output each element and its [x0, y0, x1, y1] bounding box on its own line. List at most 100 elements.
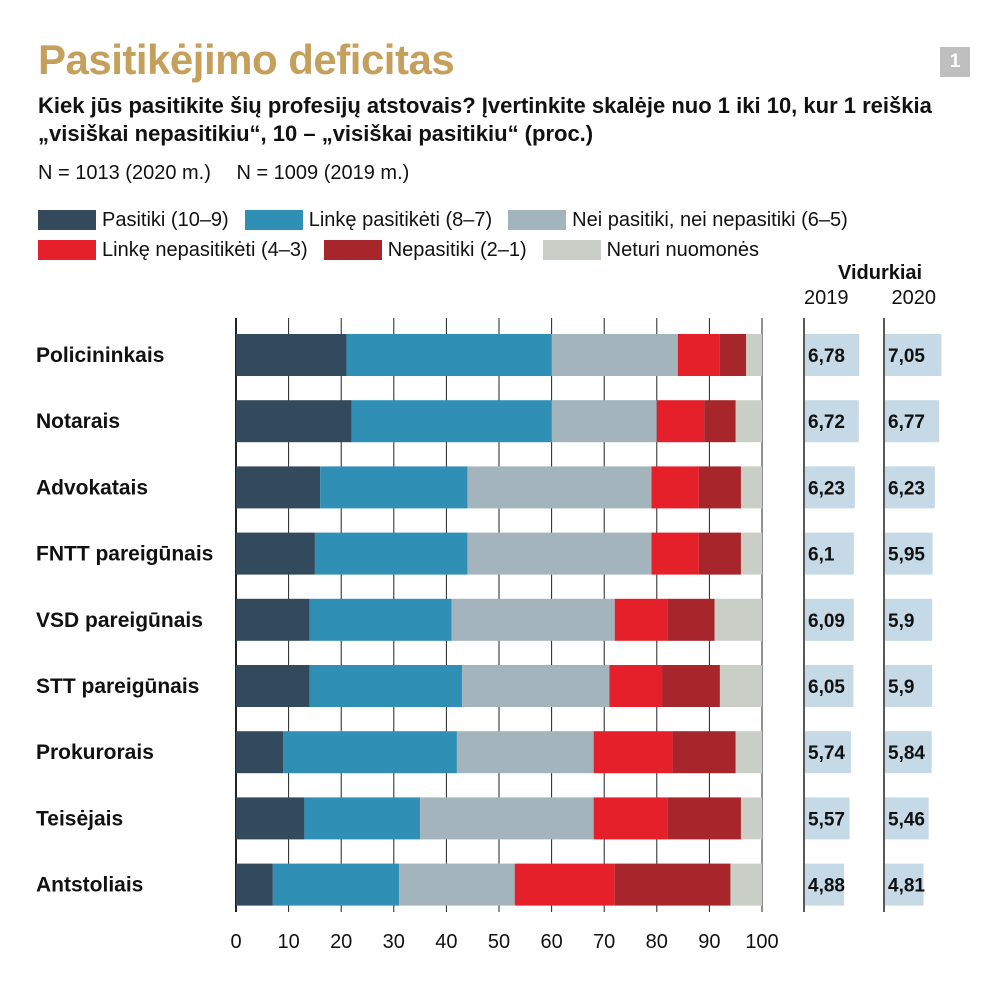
- category-label: Notarais: [36, 410, 120, 433]
- bar-segment: [614, 598, 668, 641]
- legend-item-inclined-distrust: Linkę nepasitikėti (4–3): [38, 239, 308, 262]
- bar-segment: [551, 400, 657, 443]
- average-label-2020: 5,9: [888, 677, 914, 698]
- average-bar-2019: [805, 863, 845, 906]
- average-bar-2020: [885, 598, 933, 641]
- average-label-2019: 4,88: [808, 876, 845, 897]
- category-label: Prokurorais: [36, 741, 154, 764]
- bar-segment: [309, 665, 463, 707]
- bar-segment: [656, 400, 705, 443]
- x-tick-label: 20: [330, 931, 352, 953]
- bar-segment: [593, 797, 668, 840]
- bar-segment: [467, 532, 652, 575]
- legend-swatch: [508, 210, 567, 230]
- bar-segment: [651, 532, 699, 575]
- bar-segment: [236, 665, 310, 707]
- legend-item-distrust: Nepasitiki (2–1): [323, 238, 527, 262]
- average-bar-2020: [885, 466, 935, 509]
- category-label: Teisėjais: [36, 807, 123, 830]
- bar-segment: [730, 863, 762, 906]
- bar-segment: [704, 400, 736, 443]
- averages-year-2020: 2020: [891, 287, 937, 309]
- average-bar-2019: [805, 731, 851, 774]
- bar-segment: [320, 466, 468, 509]
- sample-size-2019: N = 1009 (2019 m.): [236, 162, 410, 184]
- category-label: Antstoliais: [36, 874, 143, 897]
- average-bar-2019: [805, 400, 859, 443]
- bar-segment: [746, 334, 762, 376]
- average-bar-2019: [805, 665, 854, 707]
- legend-row-1: Pasitiki (10–9) Linkę pasitikėti (8–7) N…: [38, 205, 938, 235]
- bar-segment: [551, 334, 678, 376]
- bar-segment: [236, 532, 315, 575]
- bar-segment: [346, 334, 552, 376]
- bar-segment: [719, 334, 747, 376]
- bar-segment: [399, 863, 515, 906]
- bar-segment: [236, 797, 305, 840]
- bar-segment: [651, 466, 699, 509]
- x-tick-label: 60: [540, 931, 562, 953]
- average-bar-2020: [885, 797, 929, 840]
- legend-item-neutral: Nei pasitiki, nei nepasitiki (6–5): [508, 209, 848, 232]
- bar-segment: [667, 797, 741, 840]
- average-bar-2019: [805, 598, 854, 641]
- average-label-2019: 6,78: [808, 346, 845, 367]
- bar-segment: [420, 797, 594, 840]
- x-tick-label: 80: [646, 931, 668, 953]
- x-tick-label: 50: [488, 931, 510, 953]
- category-label: Advokatais: [36, 476, 148, 499]
- category-label: FNTT pareigūnais: [36, 543, 213, 566]
- bar-segment: [609, 665, 663, 707]
- bar-segment: [614, 863, 731, 906]
- bar-segment: [677, 334, 720, 376]
- figure-number-badge: 1: [940, 47, 970, 77]
- bar-segment: [698, 532, 741, 575]
- bar-segment: [662, 665, 720, 707]
- legend-row-2: Linkę nepasitikėti (4–3) Nepasitiki (2–1…: [38, 235, 938, 265]
- legend-label: Neturi nuomonės: [606, 238, 759, 261]
- x-tick-label: 100: [745, 931, 778, 953]
- bar-segment: [451, 598, 615, 641]
- legend-swatch: [542, 240, 601, 260]
- legend-label: Nepasitiki (2–1): [387, 238, 527, 261]
- bar-segment: [514, 863, 615, 906]
- bar-segment: [735, 731, 762, 774]
- bar-segment: [714, 598, 762, 641]
- chart-title: Pasitikėjimo deficitas: [38, 36, 455, 83]
- sample-size: N = 1013 (2020 m.) N = 1009 (2019 m.): [38, 162, 429, 185]
- legend-label: Linkę nepasitikėti (4–3): [102, 238, 308, 261]
- bar-segment: [462, 665, 610, 707]
- legend-swatch: [38, 210, 96, 230]
- average-bar-2020: [885, 731, 932, 774]
- x-tick-label: 90: [698, 931, 720, 953]
- average-label-2019: 6,23: [808, 478, 845, 499]
- bar-segment: [719, 665, 762, 707]
- average-label-2020: 5,46: [888, 809, 925, 830]
- bar-segment: [314, 532, 468, 575]
- average-label-2020: 4,81: [888, 876, 925, 897]
- x-tick-label: 0: [230, 931, 241, 953]
- average-label-2019: 5,74: [808, 743, 845, 764]
- category-label: STT pareigūnais: [36, 675, 199, 698]
- legend-label: Nei pasitiki, nei nepasitiki (6–5): [572, 208, 848, 231]
- bar-segment: [667, 598, 715, 641]
- legend-swatch: [323, 240, 382, 260]
- legend-swatch: [244, 210, 303, 230]
- legend: Pasitiki (10–9) Linkę pasitikėti (8–7) N…: [38, 205, 938, 265]
- bar-segment: [740, 466, 762, 509]
- average-bar-2020: [885, 400, 940, 443]
- bar-segment: [283, 731, 457, 774]
- bar-segment: [593, 731, 673, 774]
- legend-item-no-opinion: Neturi nuomonės: [542, 238, 759, 262]
- average-label-2020: 6,23: [888, 478, 925, 499]
- average-label-2019: 6,72: [808, 412, 845, 433]
- averages-header: Vidurkiai 2019 2020: [800, 262, 940, 310]
- averages-title: Vidurkiai: [838, 262, 923, 284]
- average-label-2019: 6,05: [808, 677, 845, 698]
- average-label-2020: 5,95: [888, 545, 925, 566]
- bar-segment: [672, 731, 736, 774]
- average-label-2020: 7,05: [888, 346, 925, 367]
- legend-item-trust: Pasitiki (10–9): [38, 209, 229, 232]
- bar-segment: [740, 532, 762, 575]
- bar-segment: [236, 731, 284, 774]
